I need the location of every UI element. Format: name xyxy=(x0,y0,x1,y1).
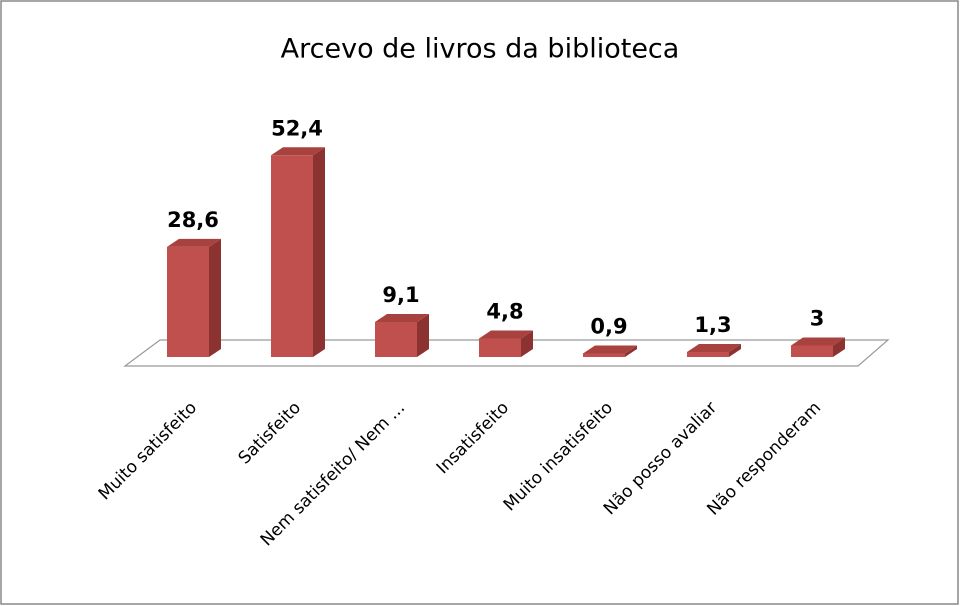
bar-side xyxy=(625,345,637,357)
bar-top xyxy=(167,238,221,247)
bar-side xyxy=(833,337,845,357)
bar xyxy=(687,343,741,357)
bar-side xyxy=(417,313,429,357)
value-label: 0,9 xyxy=(590,315,627,339)
bar-front xyxy=(167,246,209,357)
bar xyxy=(271,147,325,357)
chart-title: Arcevo de livros da biblioteca xyxy=(281,34,680,65)
value-label: 28,6 xyxy=(167,208,219,232)
bar-front xyxy=(479,338,521,357)
bar-front xyxy=(583,353,625,357)
bar xyxy=(479,330,533,357)
bar-top xyxy=(583,345,637,354)
bar-side xyxy=(521,330,533,357)
value-label: 3 xyxy=(810,306,825,330)
value-label: 4,8 xyxy=(486,300,523,324)
bar-top xyxy=(687,343,741,352)
value-label: 1,3 xyxy=(694,313,731,337)
bar xyxy=(375,313,429,357)
bar-top xyxy=(271,147,325,156)
bar-top xyxy=(479,330,533,339)
bar-side xyxy=(313,147,325,357)
bar-side xyxy=(729,343,741,357)
bar-top xyxy=(791,337,845,346)
bar-front xyxy=(271,155,313,357)
bar-front xyxy=(687,351,729,357)
bar xyxy=(167,238,221,357)
bar xyxy=(791,337,845,357)
bar-side xyxy=(209,238,221,357)
bar-front xyxy=(375,321,417,357)
value-label: 52,4 xyxy=(271,116,323,140)
bar-front xyxy=(791,345,833,357)
value-label: 9,1 xyxy=(382,283,419,307)
bar xyxy=(583,345,637,357)
bar-top xyxy=(375,313,429,322)
